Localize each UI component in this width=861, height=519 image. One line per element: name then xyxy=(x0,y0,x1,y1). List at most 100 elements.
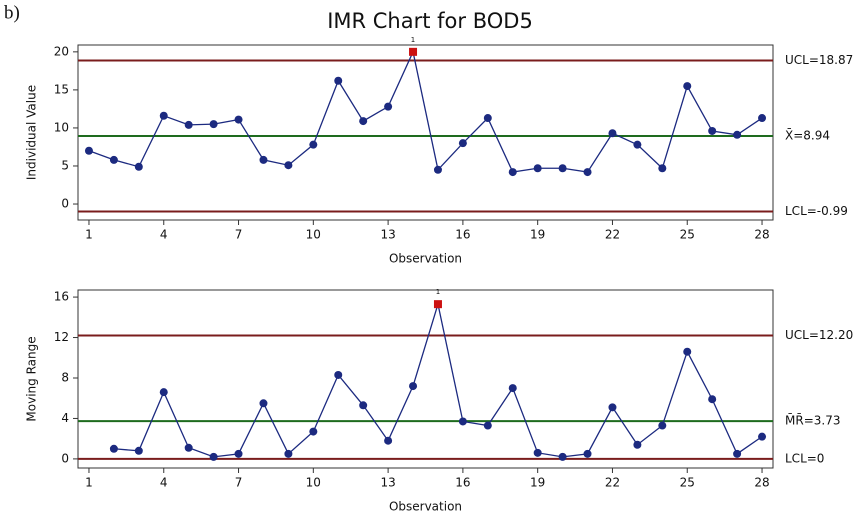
data-point xyxy=(259,399,268,408)
data-point xyxy=(384,436,393,445)
data-point xyxy=(284,449,293,458)
x-tick-label: 19 xyxy=(530,476,545,490)
data-point xyxy=(458,139,467,148)
data-point xyxy=(508,384,517,393)
x-tick-label: 22 xyxy=(605,476,620,490)
y-tick-label: 5 xyxy=(61,158,69,172)
plot-frame xyxy=(77,44,774,221)
x-axis-label: Observation xyxy=(389,252,462,266)
data-point xyxy=(334,370,343,379)
y-tick-label: 4 xyxy=(61,411,69,425)
data-point xyxy=(683,347,692,356)
data-point xyxy=(384,102,393,111)
data-point xyxy=(708,395,717,404)
y-tick-label: 16 xyxy=(54,290,69,304)
control-line-label: LCL=-0.99 xyxy=(785,204,848,218)
control-line-label: M̄R̄=3.73 xyxy=(785,413,840,427)
control-line-label: UCL=12.20 xyxy=(785,328,853,342)
data-point xyxy=(558,164,567,173)
flagged-point xyxy=(409,47,418,56)
data-point xyxy=(309,140,318,149)
data-point xyxy=(558,452,567,461)
data-point xyxy=(733,449,742,458)
data-point xyxy=(483,114,492,123)
data-point xyxy=(309,427,318,436)
data-point xyxy=(533,164,542,173)
y-tick-label: 12 xyxy=(54,330,69,344)
data-point xyxy=(583,449,592,458)
data-point xyxy=(633,440,642,449)
panel-label: b) xyxy=(4,2,20,23)
chart-title: IMR Chart for BOD5 xyxy=(327,9,533,33)
flagged-point xyxy=(433,300,442,309)
x-tick-label: 13 xyxy=(380,476,395,490)
y-axis-label: Moving Range xyxy=(25,336,39,421)
flag-label: 1 xyxy=(411,36,415,44)
x-tick-label: 16 xyxy=(455,476,470,490)
x-tick-label: 1 xyxy=(85,476,93,490)
data-point xyxy=(733,130,742,139)
data-point xyxy=(209,452,218,461)
y-axis-label: Individual Value xyxy=(25,85,39,180)
y-tick-label: 0 xyxy=(61,451,69,465)
data-point xyxy=(334,76,343,85)
data-point xyxy=(159,111,168,120)
x-tick-label: 16 xyxy=(455,228,470,242)
data-point xyxy=(758,114,767,123)
data-point xyxy=(658,164,667,173)
data-point xyxy=(708,126,717,135)
data-point xyxy=(608,403,617,412)
x-tick-label: 28 xyxy=(754,228,769,242)
data-point xyxy=(134,446,143,455)
x-tick-label: 7 xyxy=(235,476,243,490)
y-tick-label: 15 xyxy=(54,82,69,96)
y-tick-label: 0 xyxy=(61,197,69,211)
plot-frame xyxy=(77,289,774,469)
data-point xyxy=(658,421,667,430)
x-tick-label: 22 xyxy=(605,228,620,242)
data-line xyxy=(88,49,763,173)
data-point xyxy=(234,115,243,124)
x-tick-label: 13 xyxy=(380,228,395,242)
y-tick-label: 10 xyxy=(54,120,69,134)
x-tick-label: 4 xyxy=(160,228,168,242)
x-tick-label: 7 xyxy=(235,228,243,242)
data-point xyxy=(84,146,93,155)
data-point xyxy=(184,443,193,452)
y-tick-label: 8 xyxy=(61,370,69,384)
x-tick-label: 10 xyxy=(306,476,321,490)
control-line-label: X̄=8.94 xyxy=(785,128,830,142)
data-point xyxy=(159,388,168,397)
data-point xyxy=(109,155,118,164)
data-point xyxy=(583,168,592,177)
y-tick-label: 20 xyxy=(54,44,69,58)
data-point xyxy=(409,382,418,391)
data-point xyxy=(433,165,442,174)
data-point xyxy=(209,120,218,129)
data-point xyxy=(458,417,467,426)
x-tick-label: 28 xyxy=(754,476,769,490)
data-line xyxy=(113,303,763,458)
x-tick-label: 25 xyxy=(680,228,695,242)
data-point xyxy=(284,161,293,170)
x-tick-label: 1 xyxy=(85,228,93,242)
data-point xyxy=(483,421,492,430)
data-point xyxy=(683,82,692,91)
x-tick-label: 4 xyxy=(160,476,168,490)
data-point xyxy=(109,444,118,453)
data-point xyxy=(533,448,542,457)
control-line-label: LCL=0 xyxy=(785,451,824,465)
control-line-label: UCL=18.87 xyxy=(785,53,853,67)
data-point xyxy=(359,117,368,126)
data-point xyxy=(758,432,767,441)
data-point xyxy=(259,155,268,164)
x-tick-label: 25 xyxy=(680,476,695,490)
data-point xyxy=(234,449,243,458)
flag-label: 1 xyxy=(436,288,440,296)
data-point xyxy=(359,401,368,410)
data-point xyxy=(508,168,517,177)
x-axis-label: Observation xyxy=(389,500,462,514)
data-point xyxy=(134,162,143,171)
x-tick-label: 10 xyxy=(306,228,321,242)
